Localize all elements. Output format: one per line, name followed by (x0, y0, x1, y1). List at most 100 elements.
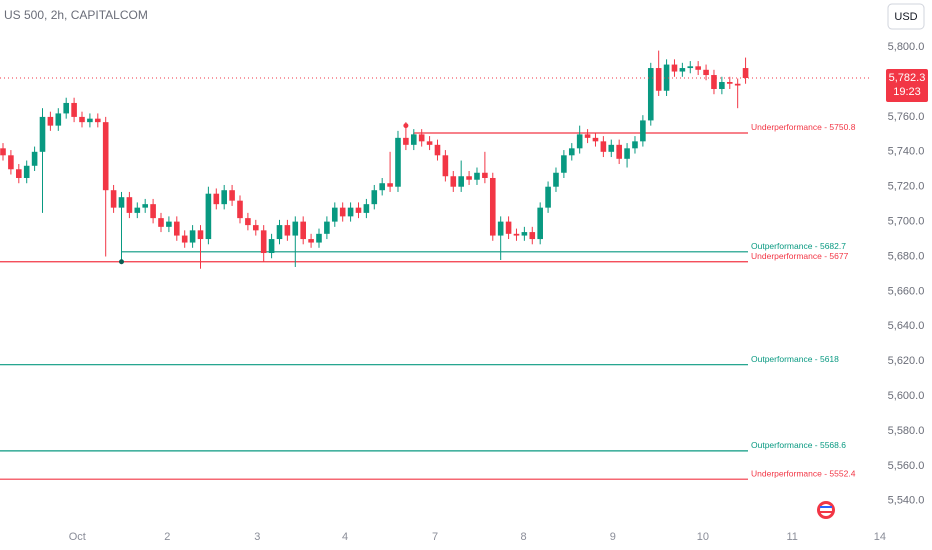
candle-body (189, 230, 196, 243)
candle-body (284, 225, 291, 236)
x-tick-label: 11 (786, 531, 797, 543)
x-tick-label: 10 (697, 531, 709, 543)
level-label: Underperformance - 5677 (751, 251, 849, 261)
x-tick-label: 8 (521, 531, 527, 543)
candle-body (39, 116, 46, 152)
candle-body (505, 221, 512, 234)
candle-body (379, 183, 385, 191)
currency-button[interactable] (887, 3, 925, 30)
candle-body (576, 134, 583, 149)
candle-body (647, 68, 654, 121)
chart-title: US 500, 2h, CAPITALCOM (4, 8, 148, 22)
candle-body (616, 144, 622, 159)
candle-body (110, 190, 117, 208)
candle-body (276, 225, 283, 240)
candle-body (703, 69, 709, 76)
candle-body (166, 221, 172, 227)
currency-label[interactable]: USD (894, 11, 917, 23)
y-tick-label: 5,620.0 (888, 355, 925, 367)
candle-body (102, 122, 109, 191)
candle-body (94, 118, 101, 123)
candle-body (521, 232, 528, 236)
candle-body (205, 193, 212, 240)
candle-body (79, 116, 85, 123)
candle-body (671, 64, 678, 72)
candle-body (324, 221, 330, 234)
last-price-box (886, 69, 928, 102)
candle-body (355, 207, 362, 213)
candle-body (418, 134, 425, 142)
axes: 5,540.0 5,560.0 5,580.0 5,600.0 5,620.0 5,640… (69, 41, 928, 543)
y-tick-label: 5,600.0 (888, 390, 925, 402)
candle-body (568, 148, 575, 156)
candle-body (497, 221, 504, 236)
candle-body (742, 68, 749, 78)
candle-body (47, 116, 54, 126)
candle-body (213, 193, 220, 205)
plot-area: Underperformance - 5750.8 Outperformance … (0, 50, 870, 480)
candle-body (584, 134, 591, 138)
candle-body (734, 83, 741, 86)
candle-body (395, 137, 401, 187)
last-price-label: 5,782.3 (889, 72, 926, 84)
candle-body (292, 221, 299, 236)
logo (817, 501, 835, 519)
candle-body (134, 207, 141, 213)
candle-body (592, 137, 599, 142)
candle-body (434, 144, 441, 156)
candle-body (458, 176, 464, 187)
candle-body (410, 134, 417, 145)
candle-body (387, 183, 393, 187)
candle-body (221, 190, 227, 205)
candle-body (173, 221, 180, 236)
x-tick-label: Oct (69, 531, 86, 543)
y-tick-label: 5,560.0 (888, 460, 925, 472)
level-label: Outperformance - 5568.6 (751, 440, 846, 450)
candle-body (252, 225, 259, 231)
candle-body (537, 207, 543, 240)
candle-body (87, 118, 93, 123)
candle-body (237, 200, 243, 219)
x-tick-label: 2 (164, 531, 170, 543)
candle-body (466, 176, 472, 180)
candle-body (482, 172, 488, 178)
candle-body (561, 155, 567, 173)
candle-body (0, 148, 6, 156)
candle-body (142, 204, 148, 208)
candle-body (640, 120, 646, 142)
marker (403, 123, 409, 129)
candle-body (316, 233, 322, 243)
candle-body (695, 66, 701, 70)
countdown: 19:23 (893, 86, 921, 98)
candle-body (268, 239, 275, 254)
candle-body (260, 230, 267, 254)
y-tick-label: 5,660.0 (888, 285, 925, 297)
candle-body (308, 239, 314, 243)
candle-body (245, 218, 251, 226)
y-tick-label: 5,760.0 (888, 111, 925, 123)
candle-body (300, 221, 306, 240)
candle-body (403, 137, 409, 145)
candle-body (442, 155, 449, 177)
candle-body (150, 204, 156, 219)
candle-body (197, 230, 204, 240)
x-tick-label: 14 (874, 531, 886, 543)
y-tick-label: 5,540.0 (888, 495, 925, 507)
y-tick-label: 5,740.0 (888, 146, 925, 158)
candle-body (687, 66, 694, 69)
candle-body (489, 177, 496, 236)
candle-body (55, 113, 62, 126)
candle-body (158, 218, 164, 227)
level-label: Outperformance - 5618 (751, 354, 839, 364)
y-tick-label: 5,720.0 (888, 181, 925, 193)
level-label: Underperformance - 5552.4 (751, 468, 856, 478)
candle-body (711, 75, 717, 89)
candle-body (450, 176, 457, 187)
candle-body (331, 207, 338, 222)
candle-body (371, 190, 378, 205)
level-label: Outperformance - 5682.7 (751, 241, 846, 251)
candle-body (529, 232, 536, 240)
candle-body (474, 172, 480, 180)
